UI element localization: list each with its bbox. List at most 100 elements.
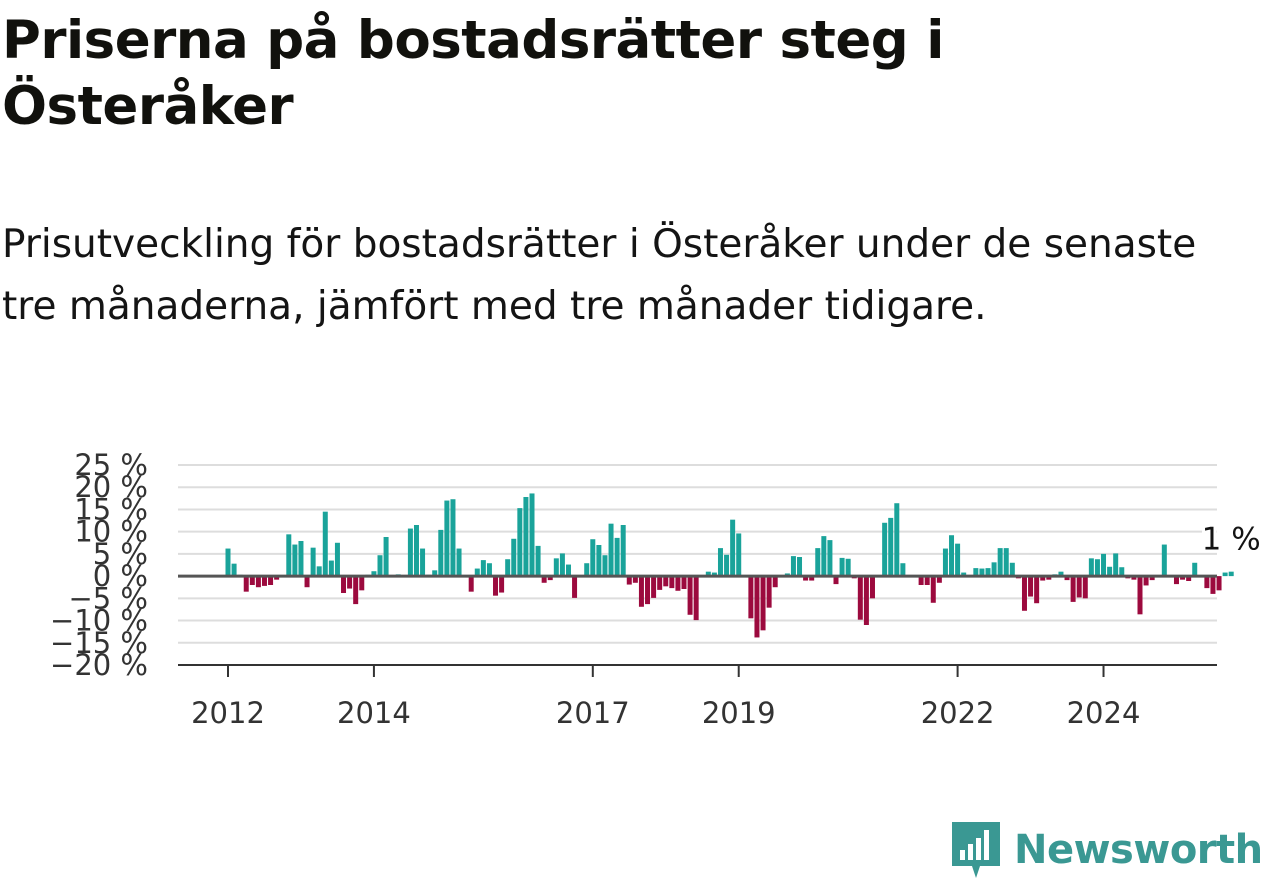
bar (511, 538, 517, 577)
bar (602, 555, 608, 577)
bar (724, 554, 730, 577)
bar (572, 576, 578, 598)
bar (316, 566, 322, 577)
bar (304, 576, 310, 588)
bar (420, 548, 426, 577)
bar (1040, 576, 1046, 581)
y-tick-label: 5 % (93, 537, 148, 571)
bar (590, 539, 596, 577)
bar (1222, 572, 1228, 577)
bar (1180, 576, 1186, 580)
bar (736, 533, 742, 577)
bar (632, 576, 638, 583)
bar (1149, 576, 1155, 581)
x-tick-label: 2014 (337, 696, 411, 730)
bar (499, 576, 505, 593)
bar-chart: 25 %20 %15 %10 %5 %0 %−5 %−10 %−15 %−20 … (50, 448, 1262, 730)
x-tick-label: 2019 (702, 696, 776, 730)
bar (687, 576, 693, 615)
bar (949, 535, 955, 577)
bar (626, 576, 632, 585)
bar (359, 576, 365, 591)
bar (638, 576, 644, 607)
bar (347, 576, 353, 589)
bar (450, 499, 456, 577)
bar (1107, 566, 1113, 577)
bar (675, 576, 681, 591)
x-tick-label: 2024 (1067, 696, 1141, 730)
bar (730, 519, 736, 577)
bar (869, 576, 875, 599)
bar (292, 544, 298, 577)
bar (894, 503, 900, 577)
bar (1028, 576, 1034, 597)
bar (383, 537, 389, 577)
bar (1058, 571, 1064, 577)
bar (480, 560, 486, 577)
bar (1186, 576, 1192, 581)
bar (809, 576, 815, 581)
bar (268, 576, 274, 585)
bar (1094, 559, 1100, 577)
bar (444, 500, 450, 577)
bar (565, 564, 571, 577)
bar (961, 572, 967, 577)
bar (930, 576, 936, 603)
bar (827, 540, 833, 577)
bar (1009, 562, 1015, 577)
bar (231, 563, 237, 577)
bar (797, 557, 803, 577)
bar (608, 523, 614, 577)
bar (493, 576, 499, 596)
bar (997, 548, 1003, 577)
bar (596, 545, 602, 577)
bar (371, 571, 377, 577)
bar (1064, 576, 1070, 581)
bar (341, 576, 347, 593)
bar (900, 563, 906, 577)
bar (955, 543, 961, 577)
bar (1088, 558, 1094, 577)
newsworthy-logo: Newsworthy (950, 818, 1262, 882)
bar-chart-badge-icon (952, 822, 1000, 878)
bar (1003, 548, 1009, 577)
bar (979, 568, 985, 577)
bar (748, 576, 754, 619)
bar (888, 517, 894, 577)
bar (1204, 576, 1210, 589)
bar (322, 511, 328, 577)
bar (310, 547, 316, 577)
bar (559, 553, 565, 577)
bar (1119, 567, 1125, 577)
y-tick-label: 25 % (74, 448, 148, 482)
bar (705, 571, 711, 577)
bar (1070, 576, 1076, 602)
bar (681, 576, 687, 589)
bar (456, 548, 462, 577)
bar (857, 576, 863, 620)
bar (225, 548, 231, 577)
bar (377, 555, 383, 577)
bar (754, 576, 760, 638)
bar (486, 563, 492, 577)
bar (517, 508, 523, 577)
chart-subtitle: Prisutveckling för bostadsrätter i Öster… (2, 222, 1197, 329)
y-tick-label: −20 % (50, 648, 148, 682)
last-value-label: 1 % (1202, 522, 1261, 558)
bar (413, 525, 419, 577)
bar (468, 576, 474, 592)
y-tick-label: 0 % (93, 559, 148, 593)
bar (274, 576, 280, 580)
bar (438, 529, 444, 577)
y-tick-label: −5 % (68, 581, 148, 615)
bar (353, 576, 359, 605)
bar (1161, 544, 1167, 577)
bar (1082, 576, 1088, 599)
bar (985, 568, 991, 577)
bar (432, 570, 438, 577)
bar (918, 576, 924, 585)
bar (863, 576, 869, 625)
bar (249, 576, 255, 585)
bar (286, 534, 292, 577)
bar (924, 576, 930, 585)
